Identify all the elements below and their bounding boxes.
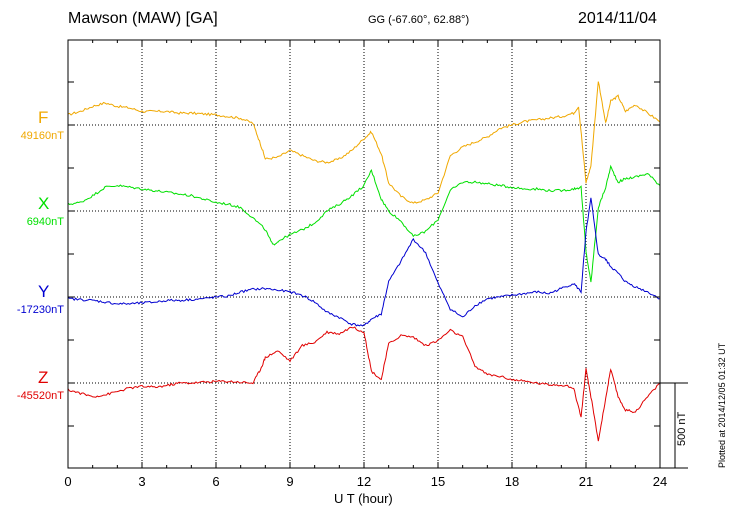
plot-ticks [67, 39, 661, 469]
station-coords: GG (-67.60°, 62.88°) [368, 14, 470, 26]
channel-y-baseline: -17230nT [16, 304, 64, 316]
x-tick-labels: 0 3 6 9 12 15 18 21 24 [64, 474, 667, 489]
series-z-line [67, 326, 661, 442]
plot-grid [68, 40, 660, 468]
station-title: Mawson (MAW) [GA] [68, 10, 218, 27]
channel-f-baseline: 49160nT [20, 130, 64, 142]
x-tick-label: 9 [286, 474, 293, 489]
scale-bar-label: 500 nT [676, 411, 688, 446]
plotted-timestamp: Plotted at 2014/12/05 01:32 UT [717, 342, 727, 468]
channel-y-label: Y [38, 282, 50, 301]
x-tick-label: 3 [138, 474, 145, 489]
x-axis-label: U T (hour) [334, 491, 393, 506]
series-y-line [67, 197, 661, 327]
series-f-line [67, 81, 661, 204]
x-tick-label: 6 [212, 474, 219, 489]
plot-date: 2014/11/04 [578, 10, 657, 27]
x-tick-label: 0 [64, 474, 71, 489]
plot-traces [67, 81, 661, 442]
x-tick-label: 18 [505, 474, 519, 489]
channel-x-label: X [38, 194, 50, 213]
scale-bar [660, 382, 688, 469]
x-tick-label: 24 [653, 474, 667, 489]
channel-z-baseline: -45520nT [16, 390, 64, 402]
channel-z-label: Z [38, 368, 49, 387]
series-x-line [67, 164, 661, 283]
x-tick-label: 15 [431, 474, 445, 489]
x-tick-label: 21 [579, 474, 593, 489]
channel-x-baseline: 6940nT [26, 216, 64, 228]
x-tick-label: 12 [357, 474, 371, 489]
channel-f-label: F [38, 108, 49, 127]
